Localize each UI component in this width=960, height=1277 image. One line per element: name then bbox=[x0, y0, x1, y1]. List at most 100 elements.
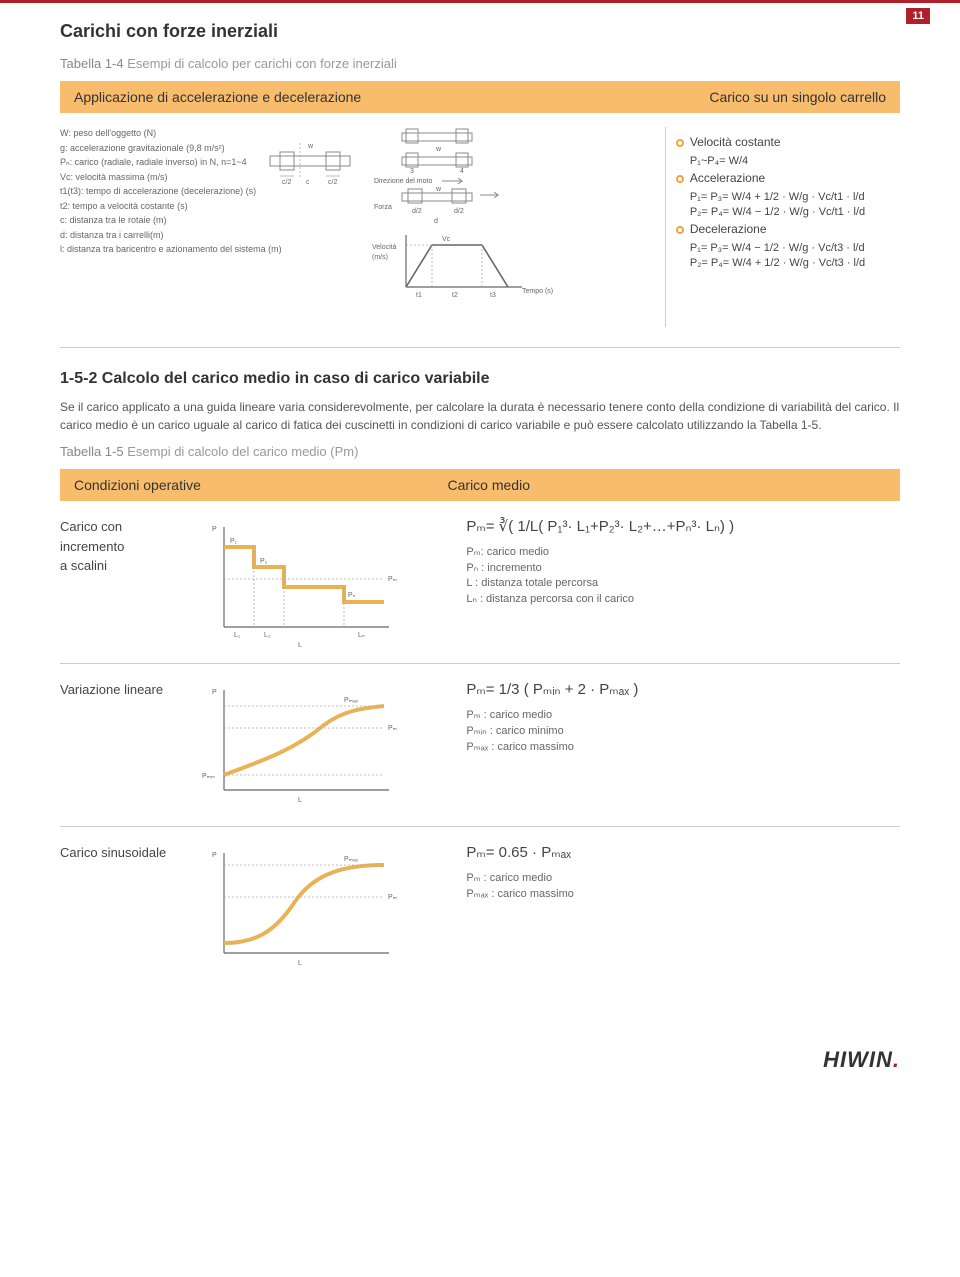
main-title: Carichi con forze inerziali bbox=[60, 21, 900, 42]
svg-text:Lₙ: Lₙ bbox=[358, 632, 365, 639]
case-title: Variazione lineare bbox=[60, 680, 194, 700]
band-right: Carico medio bbox=[448, 477, 886, 493]
svg-text:L₂: L₂ bbox=[264, 632, 271, 639]
case-title: Carico sinusoidale bbox=[60, 843, 194, 863]
legend-line: Pₘ : carico medio bbox=[466, 871, 900, 884]
svg-text:3: 3 bbox=[410, 168, 414, 175]
app-right: Carico su un singolo carrello bbox=[709, 89, 886, 105]
caption-desc: Esempi di calcolo del carico medio (Pm) bbox=[127, 444, 358, 459]
sin-chart: P Pₘₐₓ Pₘ L bbox=[194, 843, 404, 973]
svg-text:Pₘ: Pₘ bbox=[388, 894, 397, 901]
eq-b1: P₁= P₃= W/4 + 1/2 · W/g · Vc/t1 · l/d bbox=[690, 191, 900, 203]
svg-text:d: d bbox=[434, 218, 438, 225]
legend-line: Lₙ : distanza percorsa con il carico bbox=[466, 592, 900, 605]
legend-line: t1(t3): tempo di accelerazione (decelera… bbox=[60, 185, 360, 199]
eq-b2: P₂= P₄= W/4 − 1/2 · W/g · Vc/t1 · l/d bbox=[690, 206, 900, 218]
case2-formula: Pₘ= 1/3 ( Pₘᵢₙ + 2 · Pₘₐₓ ) bbox=[466, 680, 900, 698]
legend-line: Pₘᵢₙ : carico minimo bbox=[466, 724, 900, 737]
equations-panel: Velocità costante P₁~P₄= W/4 Accelerazio… bbox=[665, 127, 900, 327]
application-header: Applicazione di accelerazione e decelera… bbox=[60, 81, 900, 113]
svg-text:t2: t2 bbox=[452, 292, 458, 299]
svg-text:L₁: L₁ bbox=[234, 632, 241, 639]
bullet-icon bbox=[676, 226, 684, 234]
linear-chart: P Pₘₐₓ Pₘ Pₘᵢₙ L bbox=[194, 680, 404, 810]
svg-text:(m/s): (m/s) bbox=[372, 254, 388, 261]
svg-text:Pₘᵢₙ: Pₘᵢₙ bbox=[202, 773, 215, 780]
svg-text:w: w bbox=[435, 186, 442, 193]
svg-text:Pₘₐₓ: Pₘₐₓ bbox=[344, 856, 359, 863]
svg-text:2: 2 bbox=[460, 127, 464, 129]
vel-const-label: Velocità costante bbox=[690, 135, 781, 149]
section-1-5-2: 1-5-2 Calcolo del carico medio in caso d… bbox=[60, 370, 900, 388]
svg-text:c: c bbox=[306, 179, 310, 186]
case3-formula: Pₘ= 0.65 · Pₘₐₓ bbox=[466, 843, 900, 861]
legend-line: Pₘₐₓ : carico massimo bbox=[466, 740, 900, 753]
step-chart: P P₁ P₂ Pₙ Pₘ L₁ L₂ Lₙ L bbox=[194, 517, 404, 647]
svg-text:Vc: Vc bbox=[442, 236, 451, 243]
svg-text:Forza: Forza bbox=[374, 204, 392, 211]
svg-text:Pₘₐₓ: Pₘₐₓ bbox=[344, 697, 359, 704]
caption-code: Tabella 1-4 bbox=[60, 56, 124, 71]
svg-text:w: w bbox=[435, 146, 442, 153]
svg-text:d/2: d/2 bbox=[412, 208, 422, 215]
case1-formula: Pₘ= ∛( 1/L( P₁³· L₁+P₂³· L₂+…+Pₙ³· Lₙ) ) bbox=[466, 517, 900, 535]
svg-text:L: L bbox=[298, 642, 302, 647]
logo-text: HIWIN bbox=[823, 1047, 893, 1072]
svg-text:L: L bbox=[298, 797, 302, 804]
caption-code: Tabella 1-5 bbox=[60, 444, 124, 459]
legend-line: Pₘₐₓ : carico massimo bbox=[466, 887, 900, 900]
legend-line: Pₘ: carico medio bbox=[466, 545, 900, 558]
svg-text:t1: t1 bbox=[416, 292, 422, 299]
svg-text:P₁: P₁ bbox=[230, 538, 238, 545]
svg-text:1: 1 bbox=[410, 127, 414, 129]
carriage-top-diagram: w c/2 c/2 c bbox=[260, 138, 360, 186]
decel-label: Decelerazione bbox=[690, 222, 767, 236]
svg-text:4: 4 bbox=[460, 168, 464, 175]
section-para: Se il carico applicato a una guida linea… bbox=[60, 398, 900, 434]
accel-label: Accelerazione bbox=[690, 171, 765, 185]
legend-line: t2: tempo a velocità costante (s) bbox=[60, 200, 360, 214]
svg-text:t3: t3 bbox=[490, 292, 496, 299]
svg-text:Pₙ: Pₙ bbox=[348, 592, 356, 599]
legend-line: Pₙ : incremento bbox=[466, 561, 900, 574]
legend-line: c: distanza tra le rotaie (m) bbox=[60, 214, 360, 228]
svg-text:P₂: P₂ bbox=[260, 558, 268, 565]
case-title: a scalini bbox=[60, 556, 194, 576]
conditions-header: Condizioni operative Carico medio bbox=[60, 469, 900, 501]
case-title: incremento bbox=[60, 537, 194, 557]
eq-c1: P₁= P₃= W/4 − 1/2 · W/g · Vc/t3 · l/d bbox=[690, 242, 900, 254]
svg-text:c/2: c/2 bbox=[282, 179, 291, 186]
legend-line: d: distanza tra i carrelli(m) bbox=[60, 229, 360, 243]
svg-text:w: w bbox=[307, 143, 314, 150]
svg-text:Direzione del moto: Direzione del moto bbox=[374, 178, 432, 185]
bullet-icon bbox=[676, 175, 684, 183]
svg-text:P: P bbox=[212, 526, 217, 533]
table14-caption: Tabella 1-4 Esempi di calcolo per carich… bbox=[60, 56, 900, 71]
legend-line: Pₘ : carico medio bbox=[466, 708, 900, 721]
svg-text:P: P bbox=[212, 852, 217, 859]
footer: HIWIN. bbox=[0, 1019, 960, 1083]
motion-diagrams: 1 2 3 4 w Direzione del moto w Forza d/2… bbox=[372, 127, 572, 327]
eq-c2: P₂= P₄= W/4 + 1/2 · W/g · Vc/t3 · l/d bbox=[690, 257, 900, 269]
table15-caption: Tabella 1-5 Esempi di calcolo del carico… bbox=[60, 444, 900, 459]
svg-text:Tempo (s): Tempo (s) bbox=[522, 288, 553, 295]
svg-text:L: L bbox=[298, 960, 302, 967]
band-left: Condizioni operative bbox=[74, 477, 448, 493]
case-sinusoidal: Carico sinusoidale P Pₘₐₓ Pₘ L Pₘ= 0.65 … bbox=[60, 827, 900, 989]
case-title: Carico con bbox=[60, 517, 194, 537]
center-diagrams: 1 2 3 4 w Direzione del moto w Forza d/2… bbox=[372, 127, 572, 327]
svg-text:d/2: d/2 bbox=[454, 208, 464, 215]
legend-line: L : distanza totale percorsa bbox=[466, 577, 900, 589]
bullet-icon bbox=[676, 139, 684, 147]
svg-text:P: P bbox=[212, 689, 217, 696]
case-linear: Variazione lineare P Pₘₐₓ Pₘ Pₘᵢₙ L Pₘ= … bbox=[60, 664, 900, 827]
legend-block: W: peso dell'oggetto (N) g: accelerazion… bbox=[60, 127, 360, 327]
app-left: Applicazione di accelerazione e decelera… bbox=[74, 89, 361, 105]
svg-text:c/2: c/2 bbox=[328, 179, 337, 186]
svg-text:Pₘ: Pₘ bbox=[388, 725, 397, 732]
eq-a: P₁~P₄= W/4 bbox=[690, 155, 900, 167]
caption-desc: Esempi di calcolo per carichi con forze … bbox=[127, 56, 397, 71]
legend-line: l: distanza tra baricentro e azionamento… bbox=[60, 243, 360, 257]
case-step: Carico con incremento a scalini P P₁ P₂ … bbox=[60, 501, 900, 664]
svg-text:Pₘ: Pₘ bbox=[388, 576, 397, 583]
